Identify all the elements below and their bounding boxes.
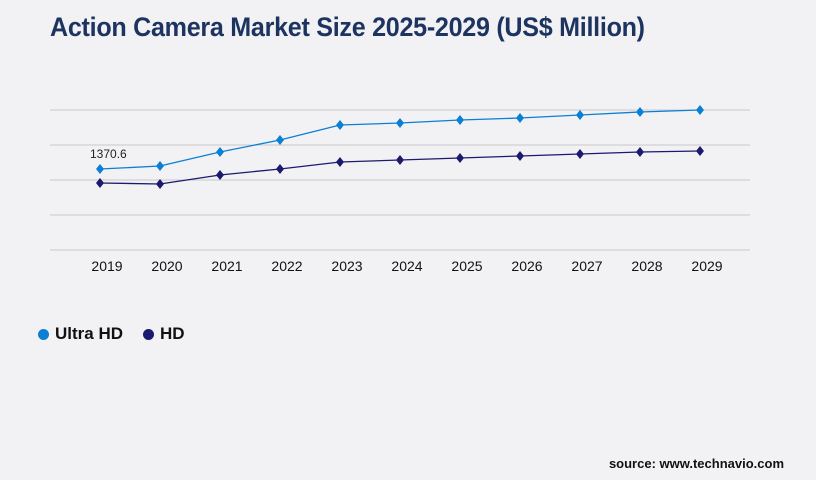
data-point xyxy=(396,118,404,129)
data-label: 1370.6 xyxy=(90,147,127,161)
x-tick-label: 2023 xyxy=(331,258,362,274)
data-point xyxy=(216,170,224,181)
x-tick-label: 2022 xyxy=(271,258,302,274)
data-point xyxy=(516,150,524,161)
data-point xyxy=(396,154,404,165)
data-point xyxy=(576,110,584,121)
x-tick-label: 2028 xyxy=(631,258,662,274)
data-point xyxy=(456,152,464,163)
data-point xyxy=(696,105,704,115)
source-credit: source: www.technavio.com xyxy=(608,456,784,471)
x-tick-label: 2019 xyxy=(91,258,122,274)
chart-title: Action Camera Market Size 2025-2029 (US$… xyxy=(50,12,645,42)
data-point xyxy=(336,120,344,131)
data-point xyxy=(156,161,164,172)
x-tick-label: 2025 xyxy=(451,258,482,274)
data-point xyxy=(636,107,644,118)
legend-label-hd: HD xyxy=(160,324,185,343)
data-point xyxy=(636,147,644,158)
x-tick-label: 2024 xyxy=(391,258,422,274)
data-point xyxy=(336,157,344,168)
x-tick-label: 2029 xyxy=(691,258,722,274)
legend: Ultra HD HD xyxy=(38,324,185,344)
data-point xyxy=(96,164,104,175)
legend-marker-ultra-hd xyxy=(38,328,49,340)
data-point xyxy=(156,178,164,189)
data-point xyxy=(276,135,284,146)
data-point xyxy=(516,113,524,124)
x-tick-label: 2021 xyxy=(211,258,242,274)
legend-item-hd: HD xyxy=(143,324,185,344)
data-point xyxy=(456,114,464,125)
data-point xyxy=(276,163,284,174)
x-tick-label: 2027 xyxy=(571,258,602,274)
x-tick-label: 2020 xyxy=(151,258,182,274)
x-tick-label: 2026 xyxy=(511,258,542,274)
data-point xyxy=(696,146,704,157)
legend-item-ultra-hd: Ultra HD xyxy=(38,324,123,344)
data-point xyxy=(96,177,104,188)
legend-marker-hd xyxy=(143,328,155,340)
data-point xyxy=(216,147,224,158)
data-point xyxy=(576,149,584,160)
legend-label-ultra-hd: Ultra HD xyxy=(55,324,124,343)
